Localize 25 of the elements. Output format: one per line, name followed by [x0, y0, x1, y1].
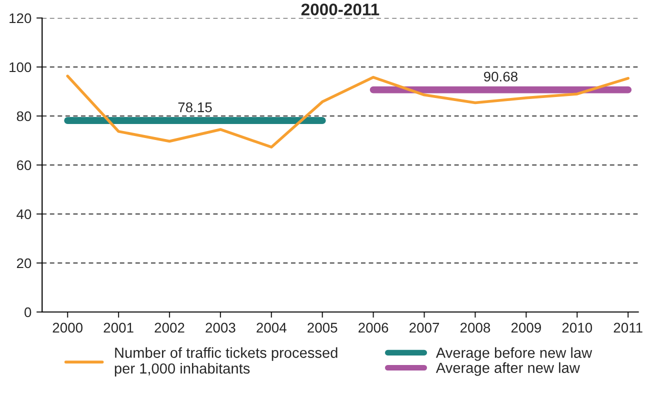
annotation: 78.15	[178, 102, 212, 112]
x-tick-label: 2011	[614, 322, 642, 333]
chart-title: 2000-2011	[301, 4, 380, 16]
x-tick-label: 2008	[460, 322, 490, 333]
legend-label: Number of traffic tickets processed per 1,000 inhabitants	[114, 347, 338, 377]
x-tick-label: 2001	[104, 322, 134, 333]
x-tick-label: 2005	[308, 322, 338, 333]
y-tick-label: 0	[24, 307, 32, 318]
y-tick-label: 20	[16, 258, 32, 268]
legend-label: Average after new law	[436, 362, 580, 376]
y-tick-label: 120	[10, 13, 32, 24]
annotation: 90.68	[484, 72, 518, 82]
y-tick-label: 60	[16, 160, 32, 170]
legend-label: Average before new law	[436, 347, 592, 361]
x-tick-label: 2007	[410, 322, 440, 333]
x-tick-label: 2003	[206, 322, 236, 333]
y-tick-label: 80	[16, 111, 32, 122]
x-tick-label: 2010	[562, 322, 592, 333]
x-tick-label: 2009	[511, 322, 541, 333]
x-tick-label: 2004	[256, 322, 286, 333]
y-tick-label: 100	[10, 62, 32, 72]
x-tick-label: 2002	[154, 322, 184, 333]
x-tick-label: 2006	[358, 322, 388, 333]
y-tick-label: 40	[16, 209, 32, 220]
x-tick-label: 2000	[52, 322, 83, 333]
